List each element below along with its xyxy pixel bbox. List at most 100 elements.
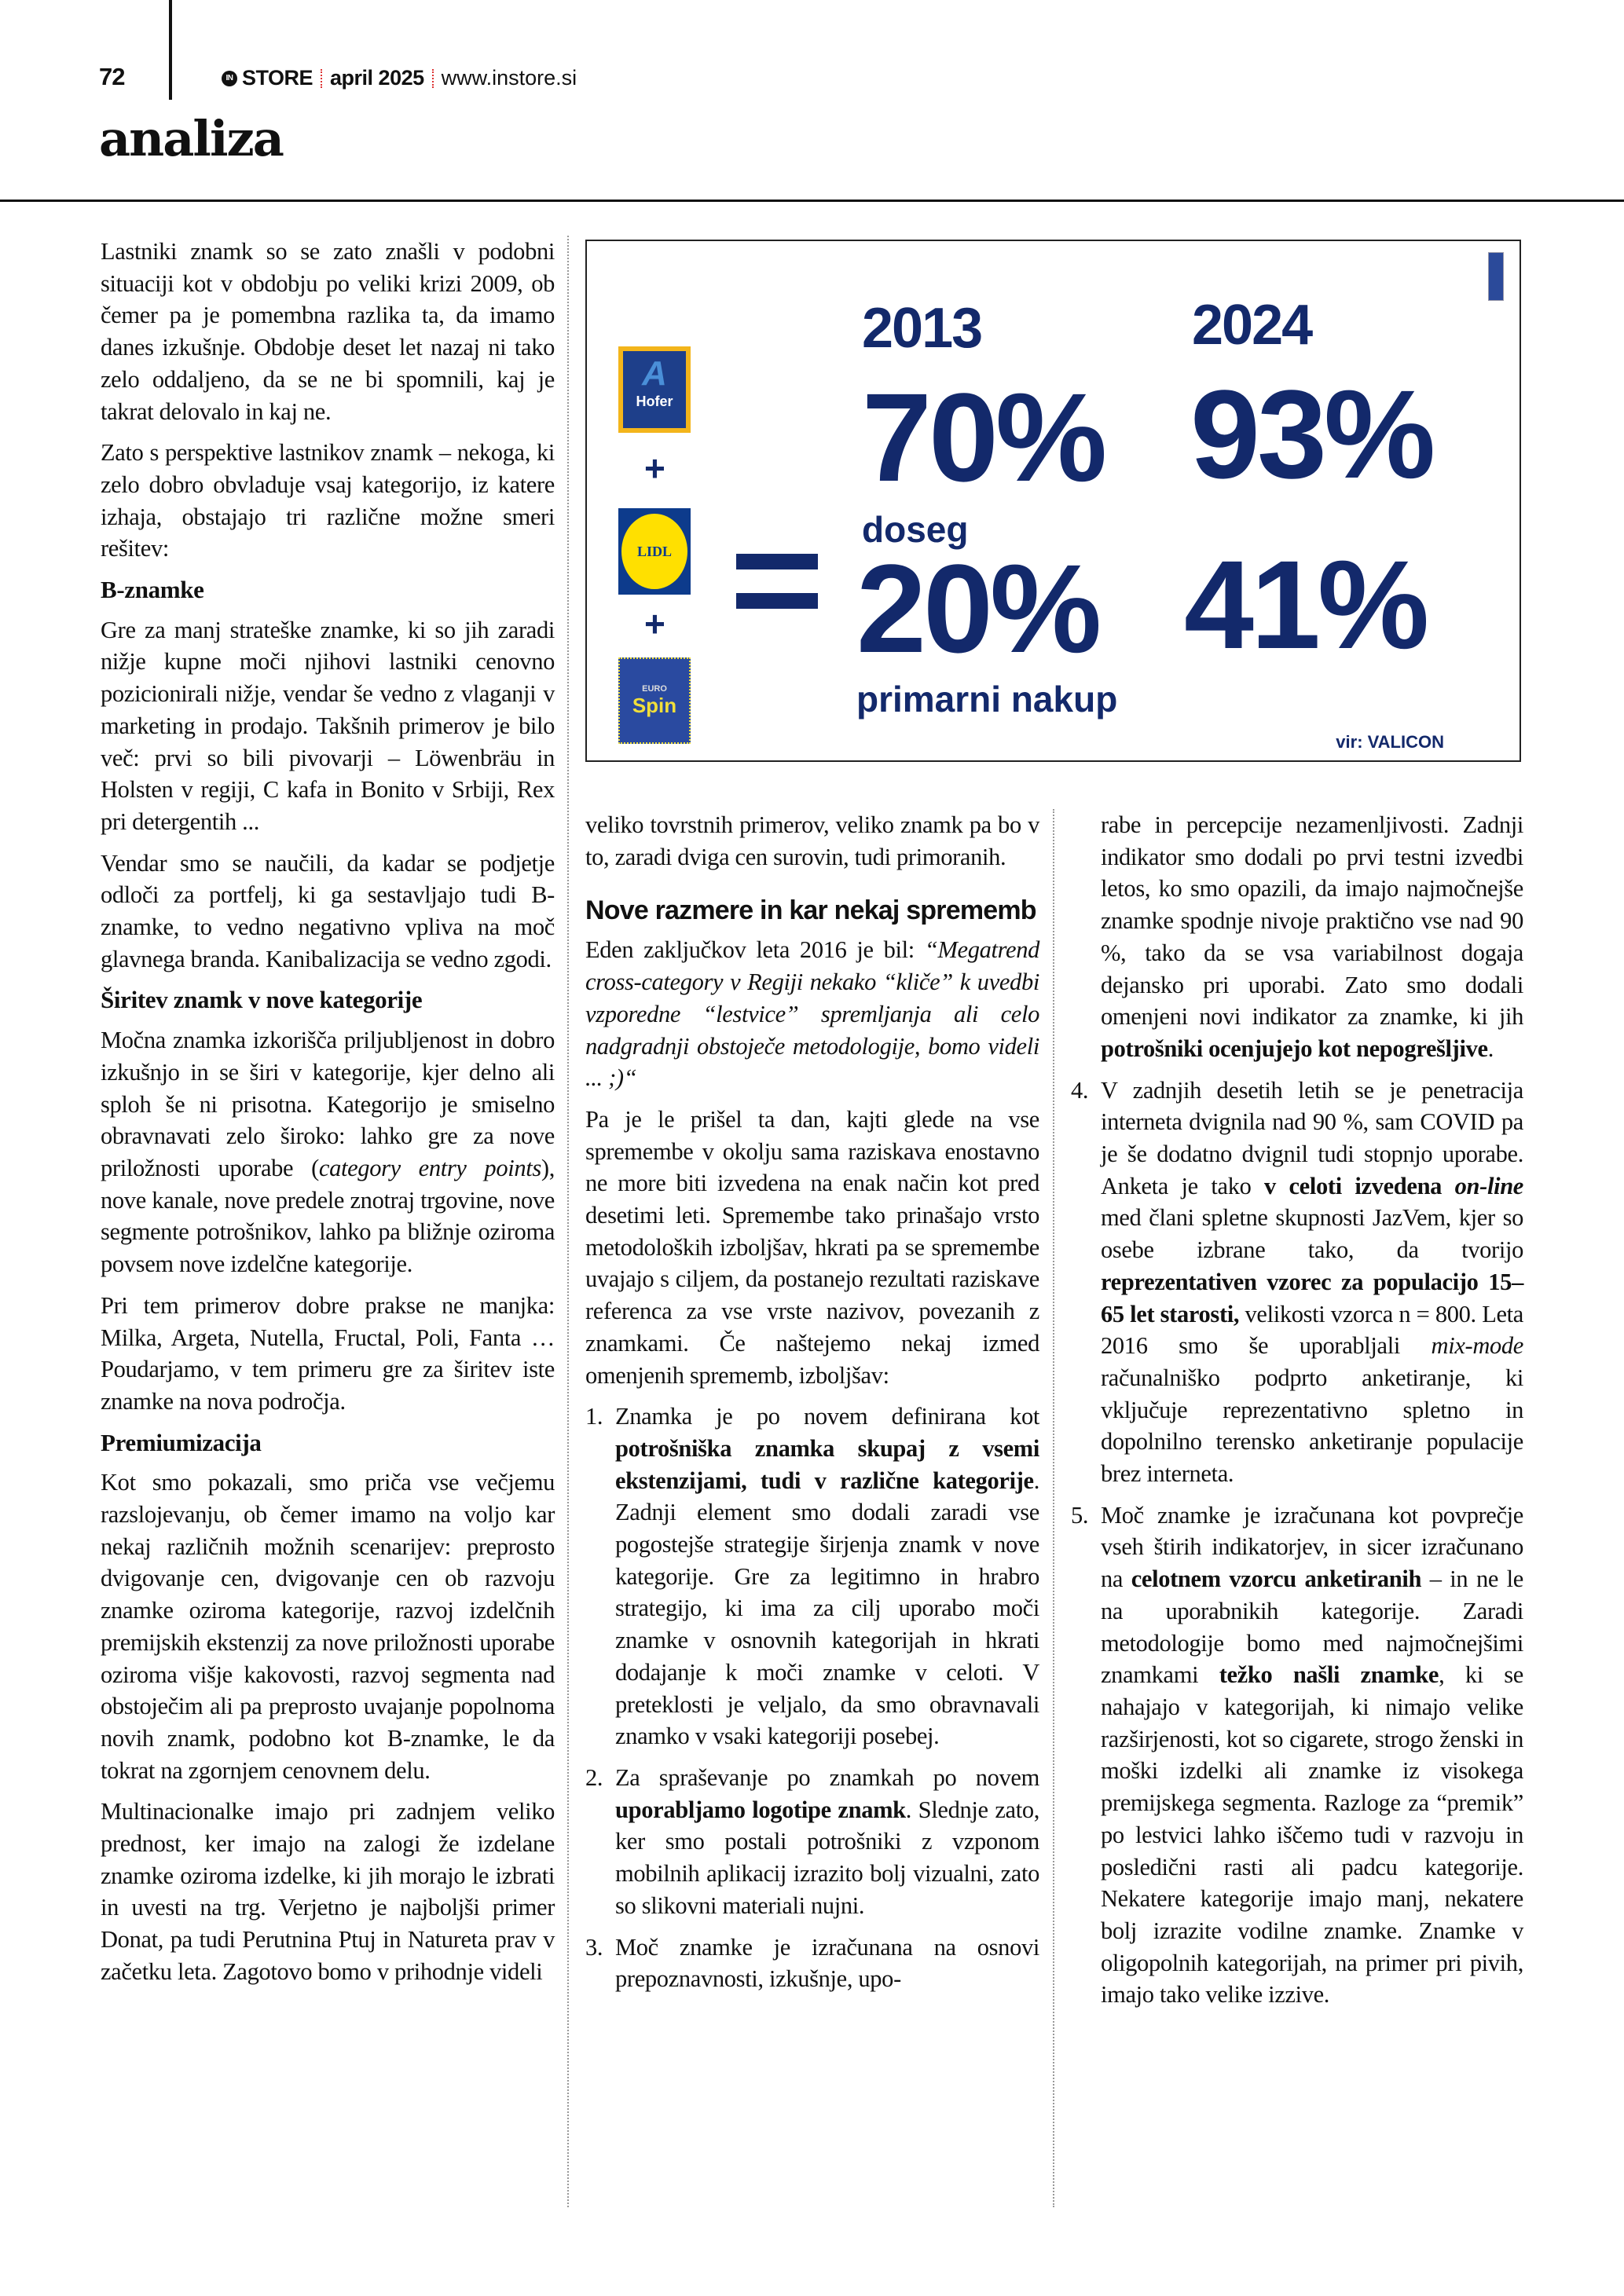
list-item-text: Moč znamke je izračunana kot povprečje v… bbox=[1101, 1500, 1523, 2011]
infographic: A Hofer + LIDL + EURO Spin 2013 2024 70% 9… bbox=[585, 240, 1521, 762]
list-number: 2. bbox=[585, 1763, 603, 1791]
italic-text: “Megatrend cross-category v Regiji nekak… bbox=[585, 936, 1039, 1092]
bold-text: uporabljamo logotipe znamk bbox=[615, 1796, 906, 1823]
lidl-logo: LIDL bbox=[618, 508, 691, 595]
spin-logo-subtext: EURO bbox=[642, 683, 667, 694]
primarni-nakup-label: primarni nakup bbox=[856, 679, 1118, 720]
bold-text: celotnem vzorcu anketiranih bbox=[1131, 1565, 1422, 1593]
paragraph: Zato s perspektive lastnikov znamk – nek… bbox=[101, 437, 555, 565]
text-run: Pri tem primerov dobre prakse ne manjka:… bbox=[101, 1291, 555, 1415]
text-run: rabe in percepcije nezamenljivosti. Zadn… bbox=[1101, 811, 1523, 1031]
text-run: Širitev znamk v nove kategorije bbox=[101, 986, 423, 1014]
list-number: 1. bbox=[585, 1403, 603, 1430]
section-title: analiza bbox=[99, 110, 284, 167]
text-run: Gre za manj strateške znamke, ki so jih … bbox=[101, 616, 555, 835]
doseg-label: doseg bbox=[862, 509, 969, 550]
bold-text: reprezentativen vzorec za populacijo 15–… bbox=[1101, 1268, 1523, 1327]
text-run: Moč znamke je izračunana kot povprečje v… bbox=[1101, 1501, 1523, 1593]
text-run: Nove razmere in kar nekaj sprememb bbox=[585, 895, 1037, 926]
primarni-nakup-2024-value: 41% bbox=[1184, 534, 1429, 675]
header-divider bbox=[169, 0, 172, 100]
column-3: rabe in percepcije nezamenljivosti. Zadn… bbox=[1071, 809, 1523, 2020]
brand: IN STORE bbox=[222, 66, 313, 90]
text-run: Zato s perspektive lastnikov znamk – nek… bbox=[101, 439, 555, 562]
brand-name: STORE bbox=[242, 66, 313, 90]
hofer-logo-text: Hofer bbox=[636, 394, 673, 409]
paragraph: Močna znamka izkorišča priljubljenost in… bbox=[101, 1024, 555, 1280]
bold-text: potrošniki ocenjujejo kot nepogrešljive bbox=[1101, 1034, 1488, 1062]
source-note: vir: VALICON bbox=[1336, 732, 1444, 752]
text-run: Za spraševanje po znamkah po novem bbox=[615, 1763, 1039, 1791]
text-run: velikosti vzorca n = 800. Leta 2016 smo … bbox=[1101, 1300, 1523, 1360]
list-item-text: Za spraševanje po znamkah po novem upora… bbox=[615, 1762, 1039, 1922]
paragraph: veliko tovrstnih primerov, veliko znamk … bbox=[585, 809, 1039, 873]
subheading: Širitev znamk v nove kategorije bbox=[101, 984, 555, 1016]
page-number: 72 bbox=[99, 63, 125, 90]
paragraph: Pa je le prišel ta dan, kajti glede na v… bbox=[585, 1104, 1039, 1391]
bold-text: v celoti izvedena bbox=[1264, 1172, 1455, 1199]
text-run: Eden zaključkov leta 2016 je bil: bbox=[585, 936, 925, 964]
column-2: veliko tovrstnih primerov, veliko znamk … bbox=[585, 809, 1039, 2005]
column-divider bbox=[1053, 809, 1054, 2207]
separator bbox=[321, 68, 323, 88]
text-run: računalniško podprto anketiranje, ki vkl… bbox=[1101, 1364, 1523, 1488]
column-divider bbox=[567, 236, 569, 2207]
paragraph: Pri tem primerov dobre prakse ne manjka:… bbox=[101, 1290, 555, 1418]
text-run: . bbox=[1487, 1034, 1494, 1062]
subheading: B-znamke bbox=[101, 574, 555, 606]
instore-logo-icon: IN bbox=[222, 70, 237, 86]
list-item: 4. V zadnjih desetih letih se je penetrac… bbox=[1071, 1075, 1523, 1490]
issue-date: april 2025 bbox=[330, 66, 424, 90]
text-run: veliko tovrstnih primerov, veliko znamk … bbox=[585, 811, 1039, 870]
subheading: Nove razmere in kar nekaj sprememb bbox=[585, 893, 1039, 928]
separator bbox=[431, 68, 434, 88]
text-run: Moč znamke je izračunana na osnovi prepo… bbox=[615, 1933, 1039, 1993]
website: www.instore.si bbox=[441, 66, 577, 90]
year-2013: 2013 bbox=[862, 297, 983, 360]
header-rule bbox=[0, 200, 1624, 202]
lidl-logo-text: LIDL bbox=[621, 514, 687, 589]
text-run: Vendar smo se naučili, da kadar se podje… bbox=[101, 849, 555, 972]
text-run: , ki se nahajajo v kategorijah, ki nimaj… bbox=[1101, 1661, 1523, 2009]
list-number: 5. bbox=[1071, 1501, 1089, 1529]
hofer-a-icon: A bbox=[642, 354, 667, 393]
text-run: B-znamke bbox=[101, 576, 204, 604]
bold-text: on-line bbox=[1454, 1172, 1524, 1199]
text-run: – in ne le na uporabnikih kategorije. Za… bbox=[1101, 1565, 1523, 1689]
doseg-2024-value: 93% bbox=[1190, 364, 1435, 504]
subheading: Premiumizacija bbox=[101, 1427, 555, 1459]
text-run: Kot smo pokazali, smo priča vse večjemu … bbox=[101, 1469, 555, 1784]
text-run: Pa je le prišel ta dan, kajti glede na v… bbox=[585, 1105, 1039, 1389]
spin-logo-text: Spin bbox=[632, 693, 677, 717]
text-run: Lastniki znamk so se zato znašli v podob… bbox=[101, 238, 555, 425]
year-2024: 2024 bbox=[1192, 294, 1313, 357]
bold-text: potrošniška znamka skupaj z vsemi eksten… bbox=[615, 1434, 1039, 1494]
paragraph: rabe in percepcije nezamenljivosti. Zadn… bbox=[1101, 809, 1523, 1065]
paragraph: Lastniki znamk so se zato znašli v podob… bbox=[101, 236, 555, 427]
masthead: IN STORE april 2025 www.instore.si bbox=[222, 66, 577, 90]
doseg-2013-value: 70% bbox=[862, 367, 1107, 507]
hofer-logo: A Hofer bbox=[618, 346, 691, 433]
paragraph: Gre za manj strateške znamke, ki so jih … bbox=[101, 614, 555, 838]
paragraph: Vendar smo se naučili, da kadar se podje… bbox=[101, 848, 555, 976]
paragraph: Kot smo pokazali, smo priča vse večjemu … bbox=[101, 1467, 555, 1786]
paragraph: Eden zaključkov leta 2016 je bil: “Megat… bbox=[585, 934, 1039, 1094]
paragraph: Multinacionalke imajo pri zadnjem veliko… bbox=[101, 1796, 555, 1987]
corner-tag-icon bbox=[1488, 252, 1504, 301]
list-item: 5. Moč znamke je izračunana kot povprečje… bbox=[1071, 1500, 1523, 2011]
text-run: Multinacionalke imajo pri zadnjem veliko… bbox=[101, 1798, 555, 1985]
italic-text: category entry points bbox=[318, 1154, 541, 1181]
text-run: Premiumizacija bbox=[101, 1428, 262, 1456]
plus-sign: + bbox=[644, 603, 665, 644]
text-run: ), nove kanale, nove predele znotraj trg… bbox=[101, 1154, 555, 1278]
list-number: 3. bbox=[585, 1933, 603, 1961]
text-run: Močna znamka izkorišča priljubljenost in… bbox=[101, 1027, 555, 1181]
list-item: 2. Za spraševanje po znamkah po novem upo… bbox=[585, 1762, 1039, 1922]
list-number: 4. bbox=[1071, 1076, 1089, 1104]
list-item: 3. Moč znamke je izračunana na osnovi pre… bbox=[585, 1932, 1039, 1995]
italic-text: mix-mode bbox=[1431, 1332, 1524, 1360]
text-run: Znamka je po novem definirana kot bbox=[615, 1403, 1039, 1430]
list-item-text: Moč znamke je izračunana na osnovi prepo… bbox=[615, 1932, 1039, 1995]
spin-logo: EURO Spin bbox=[618, 657, 691, 744]
bold-text: težko našli znamke bbox=[1219, 1661, 1439, 1689]
